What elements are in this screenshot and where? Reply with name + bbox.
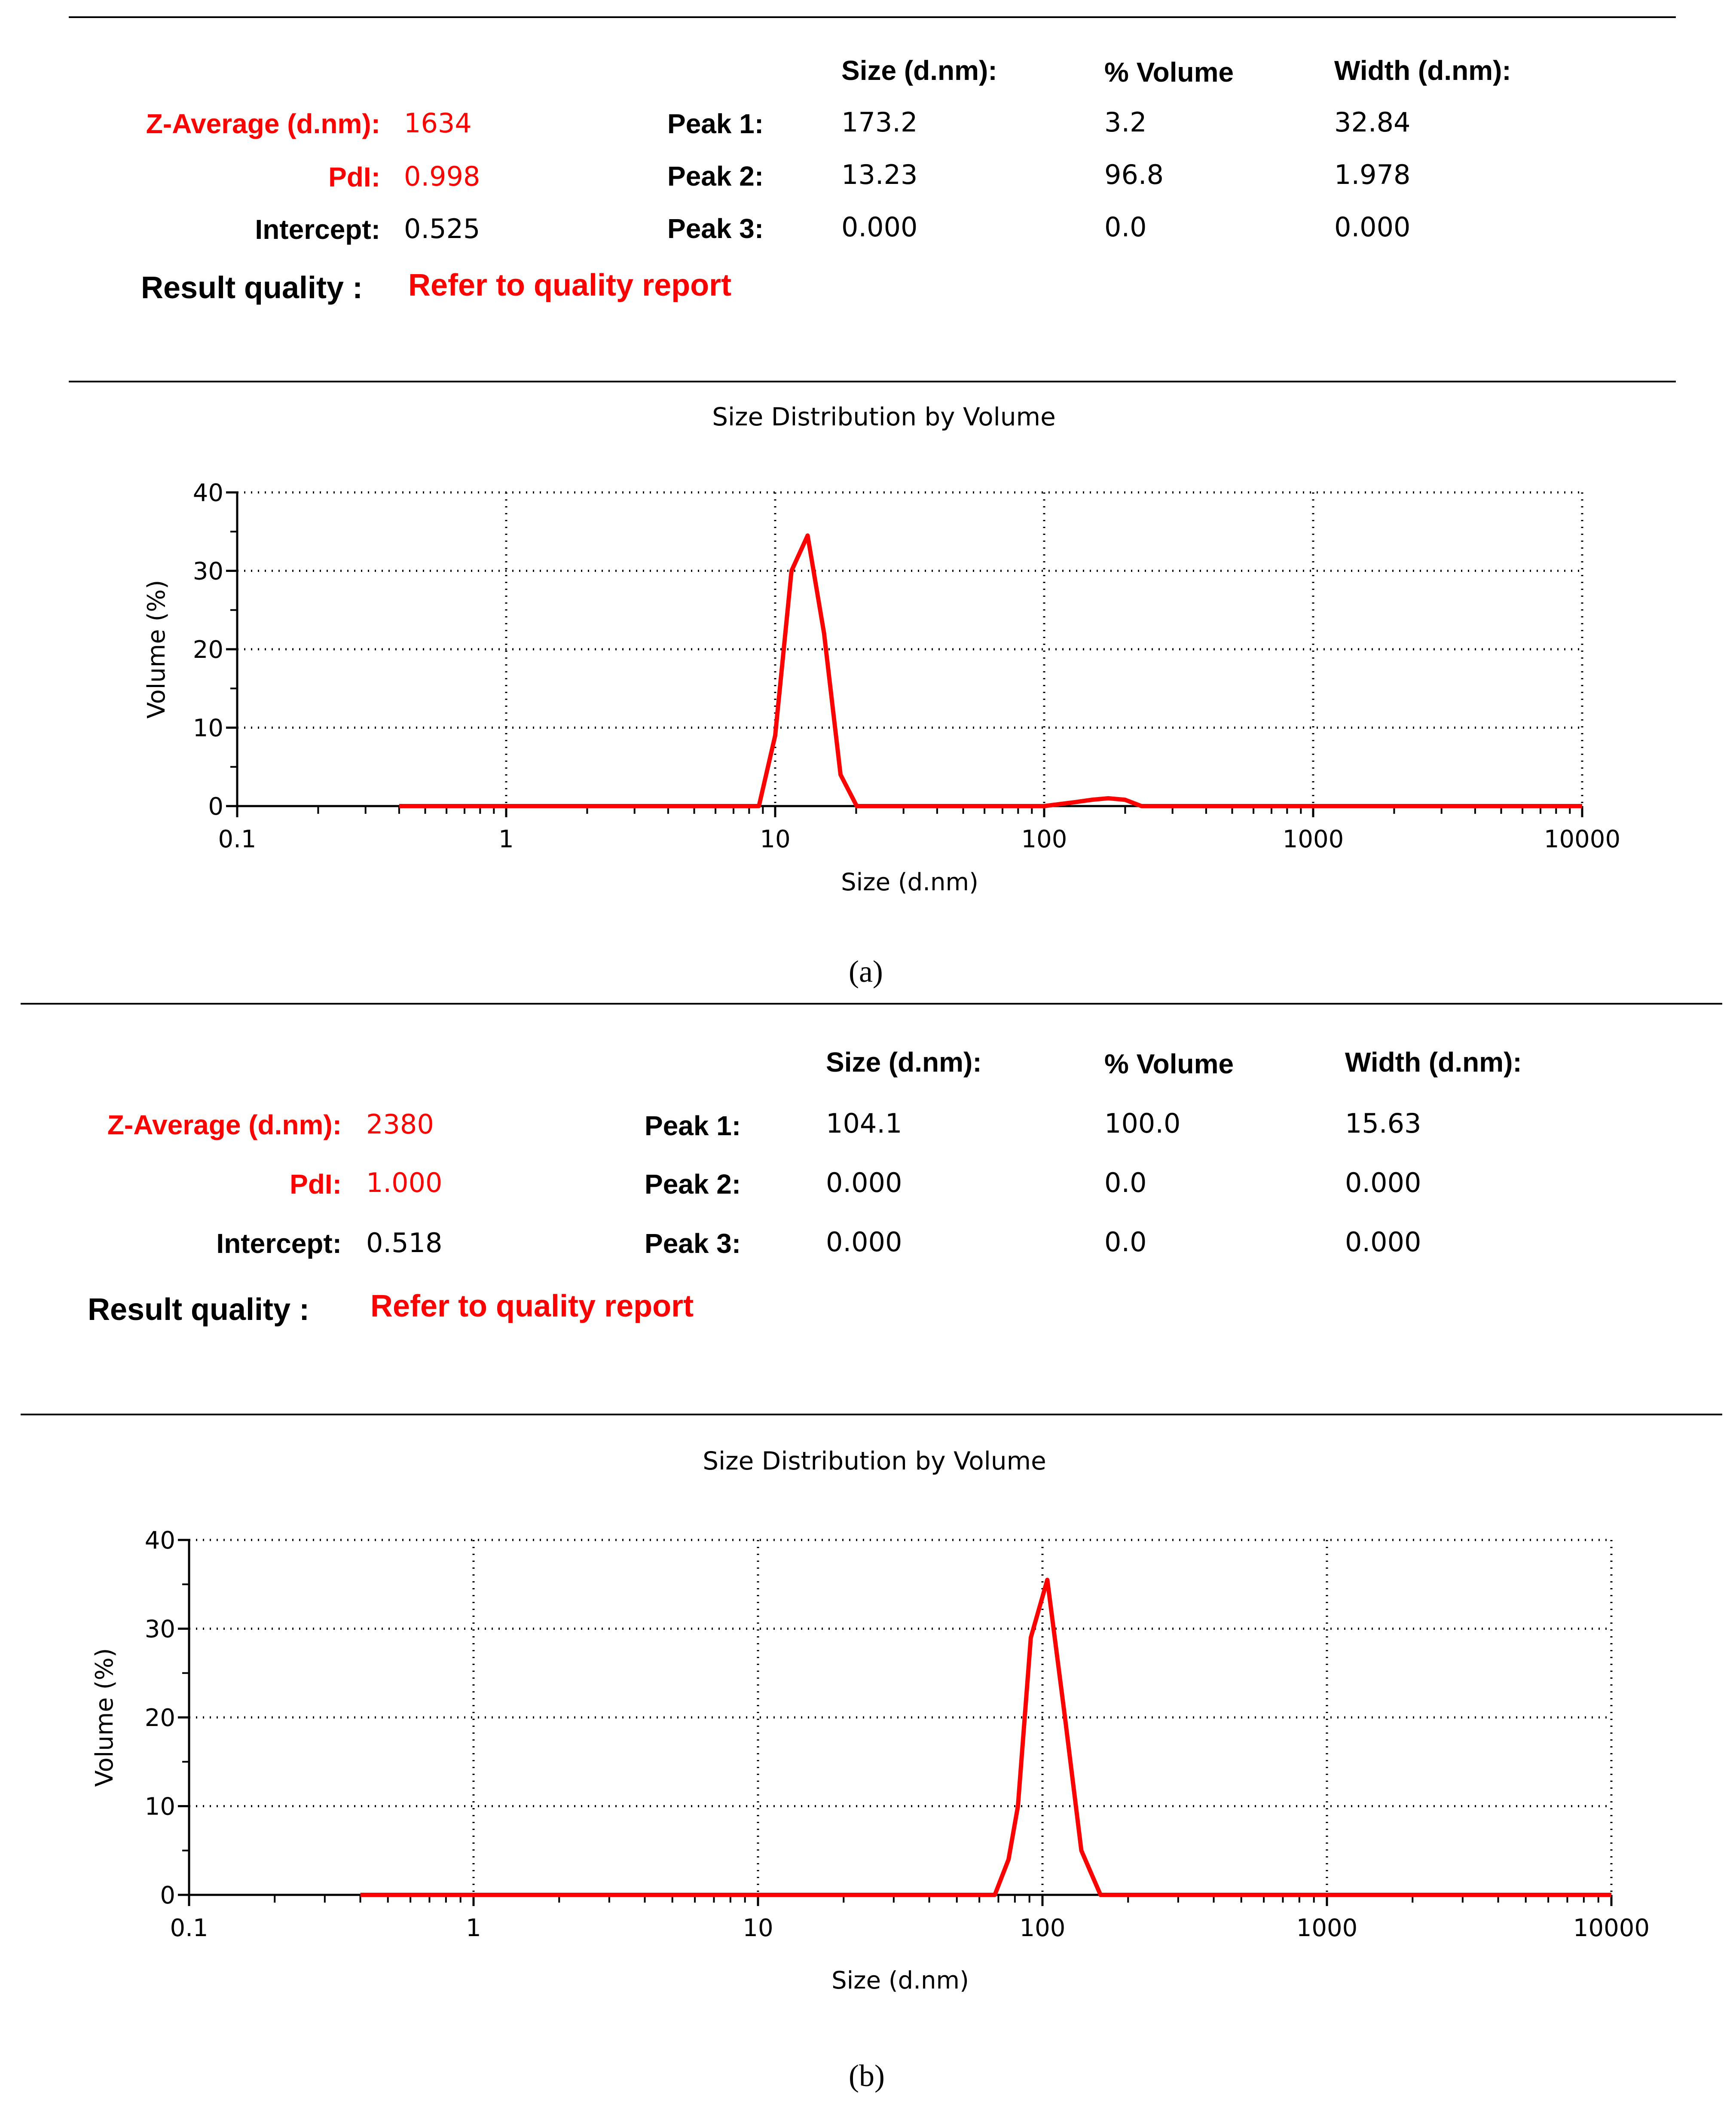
x-tick-label: 100 — [1021, 825, 1067, 853]
header-size: Size (d.nm): — [826, 1047, 982, 1078]
peak-1-volume: 100.0 — [1104, 1108, 1181, 1139]
peak-1-volume: 3.2 — [1104, 107, 1147, 138]
y-tick-label: 20 — [193, 636, 223, 664]
header-volume: % Volume — [1104, 1048, 1234, 1079]
mid-rule-a — [69, 381, 1676, 382]
z-average-value: 2380 — [366, 1109, 434, 1140]
peak-1-size: 104.1 — [826, 1108, 902, 1139]
peak-2-width: 0.000 — [1345, 1167, 1421, 1198]
y-tick-label: 20 — [145, 1704, 175, 1732]
peak-2-volume: 0.0 — [1104, 1167, 1147, 1198]
peak-2-volume: 96.8 — [1104, 159, 1164, 190]
peak-3-width: 0.000 — [1345, 1226, 1421, 1258]
x-tick-label: 0.1 — [170, 1914, 208, 1942]
header-width: Width (d.nm): — [1345, 1047, 1522, 1078]
peak-1-size: 173.2 — [841, 107, 918, 138]
top-rule-a — [69, 16, 1676, 18]
data-point — [1030, 1637, 1031, 1638]
pdi-value: 1.000 — [366, 1167, 443, 1198]
y-tick-label: 0 — [208, 793, 223, 821]
peak-1-width: 15.63 — [1345, 1108, 1421, 1139]
result-quality-label: Result quality : — [141, 271, 363, 305]
peak-2-label: Peak 2: — [645, 1169, 741, 1200]
x-tick-label: 0.1 — [218, 825, 256, 853]
x-tick-label: 100 — [1020, 1914, 1066, 1942]
peak-2-size: 0.000 — [826, 1167, 902, 1198]
x-tick-label: 1 — [498, 825, 514, 853]
peak-3-label: Peak 3: — [645, 1228, 741, 1259]
pdi-value: 0.998 — [404, 161, 480, 192]
caption-a: (a) — [849, 954, 883, 989]
y-tick-label: 10 — [145, 1793, 175, 1821]
x-tick-label: 10 — [760, 825, 790, 853]
caption-b: (b) — [849, 2059, 885, 2093]
x-tick-label: 1000 — [1283, 825, 1344, 853]
y-tick-label: 40 — [193, 479, 223, 507]
x-axis-label: Size (d.nm) — [831, 1967, 969, 1995]
data-point — [807, 535, 808, 536]
y-tick-label: 10 — [193, 715, 223, 742]
data-point — [1047, 1579, 1048, 1580]
peak-3-width: 0.000 — [1334, 211, 1411, 243]
x-tick-label: 10000 — [1544, 825, 1620, 853]
series-line-volume — [360, 1577, 1611, 1897]
z-average-label: Z-Average (d.nm): — [107, 1109, 342, 1140]
intercept-value: 0.518 — [366, 1227, 443, 1259]
data-point — [775, 735, 776, 736]
x-tick-label: 1000 — [1296, 1914, 1358, 1942]
peak-3-volume: 0.0 — [1104, 211, 1147, 243]
y-tick-label: 40 — [145, 1527, 175, 1555]
chart-title: Size Distribution by Volume — [712, 402, 1056, 431]
y-axis-label: Volume (%) — [91, 1648, 119, 1787]
peak-2-label: Peak 2: — [667, 161, 764, 192]
y-tick-label: 30 — [193, 558, 223, 586]
header-volume: % Volume — [1104, 57, 1234, 88]
pdi-label: PdI: — [328, 162, 380, 192]
y-tick-label: 30 — [145, 1616, 175, 1644]
peak-1-label: Peak 1: — [645, 1110, 741, 1141]
y-tick-label: 0 — [160, 1882, 175, 1909]
x-tick-label: 10 — [743, 1914, 773, 1942]
result-quality-label: Result quality : — [88, 1292, 310, 1327]
x-tick-label: 1 — [466, 1914, 481, 1942]
z-average-label: Z-Average (d.nm): — [146, 108, 380, 139]
header-size: Size (d.nm): — [841, 55, 997, 86]
result-quality-value[interactable]: Refer to quality report — [408, 268, 732, 302]
x-tick-label: 10000 — [1573, 1914, 1650, 1942]
pdi-label: PdI: — [290, 1169, 342, 1200]
separator-rule — [21, 1003, 1722, 1005]
intercept-label: Intercept: — [216, 1228, 342, 1259]
peak-3-volume: 0.0 — [1104, 1226, 1147, 1258]
peak-3-size: 0.000 — [826, 1226, 902, 1258]
peak-1-label: Peak 1: — [667, 108, 764, 139]
chart-title: Size Distribution by Volume — [703, 1446, 1046, 1476]
x-axis-label: Size (d.nm) — [841, 868, 978, 896]
z-average-value: 1634 — [404, 107, 472, 139]
peak-3-label: Peak 3: — [667, 213, 764, 244]
peak-1-width: 32.84 — [1334, 107, 1411, 138]
peak-2-size: 13.23 — [841, 159, 918, 190]
series-line-volume — [399, 533, 1582, 808]
data-point — [1081, 1850, 1082, 1851]
result-quality-value[interactable]: Refer to quality report — [370, 1289, 694, 1323]
mid-rule-b — [21, 1414, 1722, 1415]
header-width: Width (d.nm): — [1334, 55, 1511, 86]
peak-2-width: 1.978 — [1334, 159, 1411, 190]
peak-3-size: 0.000 — [841, 211, 918, 243]
y-axis-label: Volume (%) — [143, 580, 171, 719]
intercept-label: Intercept: — [255, 214, 380, 245]
intercept-value: 0.525 — [404, 213, 480, 244]
